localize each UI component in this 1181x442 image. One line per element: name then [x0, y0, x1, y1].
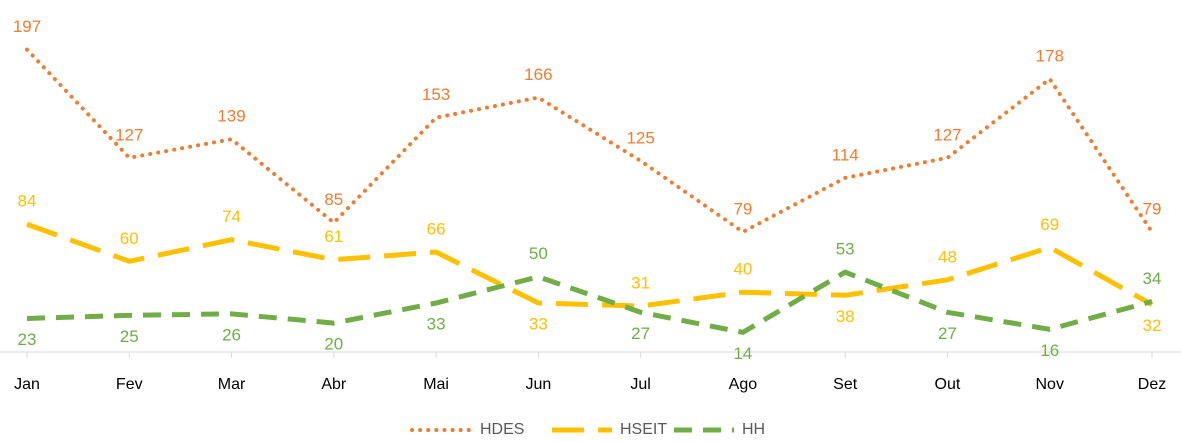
data-label: 38	[836, 307, 855, 326]
data-label: 32	[1143, 316, 1162, 335]
data-label: 127	[933, 125, 961, 144]
data-label: 53	[836, 240, 855, 259]
data-label: 20	[324, 335, 343, 354]
x-tick-label: Dez	[1138, 376, 1166, 393]
data-label: 40	[733, 260, 752, 279]
data-label: 60	[120, 229, 139, 248]
data-label: 31	[631, 274, 650, 293]
data-label: 33	[427, 314, 446, 333]
x-tick-label: Out	[935, 376, 961, 393]
legend-label: HH	[742, 421, 765, 438]
data-label: 66	[427, 220, 446, 239]
legend-label: HSEIT	[620, 421, 667, 438]
x-tick-label: Jul	[630, 376, 650, 393]
x-tick-label: Set	[833, 376, 858, 393]
x-tick-label: Abr	[321, 376, 347, 393]
data-label: 14	[733, 344, 752, 363]
data-label: 178	[1036, 46, 1064, 65]
data-label: 84	[18, 192, 37, 211]
x-tick-label: Mai	[423, 376, 449, 393]
x-tick-label: Jan	[14, 376, 40, 393]
data-label: 16	[1040, 341, 1059, 360]
x-tick-label: Ago	[729, 376, 758, 393]
x-tick-label: Fev	[116, 376, 143, 393]
data-label: 79	[1143, 199, 1162, 218]
data-label: 34	[1143, 269, 1162, 288]
data-label: 127	[115, 125, 143, 144]
legend-label: HDES	[480, 421, 524, 438]
data-label: 79	[733, 199, 752, 218]
data-label: 48	[938, 247, 957, 266]
data-label: 166	[524, 65, 552, 84]
data-label: 33	[529, 314, 548, 333]
data-label: 25	[120, 327, 139, 346]
x-tick-label: Jun	[525, 376, 551, 393]
data-label: 23	[18, 330, 37, 349]
data-label: 50	[529, 244, 548, 263]
data-label: 27	[938, 324, 957, 343]
data-label: 69	[1040, 215, 1059, 234]
data-label: 197	[13, 17, 41, 36]
data-label: 153	[422, 85, 450, 104]
data-label: 26	[222, 325, 241, 344]
data-label: 125	[626, 128, 654, 147]
data-label: 139	[217, 107, 245, 126]
series-line	[26, 269, 1153, 336]
data-label: 74	[222, 207, 241, 226]
data-label: 114	[832, 145, 859, 164]
x-tick-label: Nov	[1036, 376, 1064, 393]
data-label: 27	[631, 324, 650, 343]
data-label: 85	[324, 190, 343, 209]
series-line	[26, 221, 1154, 309]
series-line	[25, 47, 1154, 235]
x-tick-label: Mar	[218, 376, 246, 393]
data-label: 61	[324, 227, 343, 246]
